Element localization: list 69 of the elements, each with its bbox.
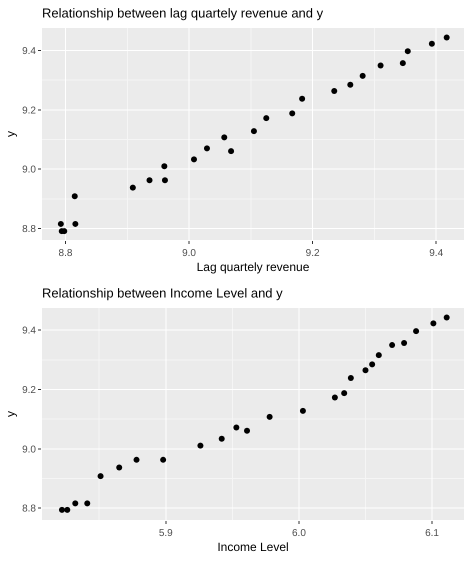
point [98, 473, 104, 480]
y-tick-label: 8.8 [22, 504, 36, 515]
x-tick-label: 5.9 [158, 528, 174, 539]
point [218, 436, 225, 442]
y-tick-label: 9.0 [22, 164, 36, 176]
point [400, 60, 406, 66]
point [134, 456, 140, 463]
point [341, 390, 348, 396]
point [369, 361, 376, 368]
point [263, 115, 270, 122]
x-tick-label: 9.2 [306, 248, 320, 259]
point [332, 394, 338, 401]
point [162, 177, 168, 184]
point [197, 442, 204, 449]
point [250, 128, 257, 134]
point [64, 506, 70, 513]
point [72, 220, 78, 227]
point [161, 163, 168, 170]
point [401, 340, 408, 346]
y-tick-label: 9.4 [22, 46, 36, 57]
y-tick-label: 9.0 [22, 444, 36, 456]
point [204, 145, 210, 152]
point [233, 424, 240, 430]
y-tick-label: 8.8 [22, 224, 36, 236]
point [376, 352, 382, 358]
x-tick-label: 9.4 [429, 248, 444, 259]
chart-title: Relationship between lag quartely revenue and y [42, 6, 324, 20]
x-tick-label: 9.0 [182, 248, 196, 259]
x-tick-label: 8.8 [58, 248, 73, 259]
point [300, 408, 306, 414]
point [444, 34, 450, 41]
x-axis-title: Lag quartely revenue [196, 260, 310, 274]
x-tick-label: 6.1 [425, 528, 440, 539]
chart-title: Relationship between Income Level and y [42, 286, 284, 300]
point [289, 110, 296, 116]
point [266, 414, 273, 420]
y-axis-title: y [3, 131, 18, 137]
point [130, 184, 136, 191]
point [221, 134, 228, 140]
point [160, 456, 166, 463]
point [378, 62, 384, 68]
point [348, 374, 354, 381]
point [190, 156, 197, 162]
point [389, 342, 396, 348]
x-tick-label: 6.0 [292, 528, 306, 539]
y-tick-label: 9.4 [22, 326, 36, 337]
point [428, 40, 435, 47]
point [444, 314, 450, 320]
point [244, 428, 250, 434]
point [58, 506, 65, 513]
point [146, 177, 153, 184]
point [347, 82, 354, 88]
point [331, 88, 338, 94]
point [362, 367, 368, 374]
point [413, 328, 420, 334]
point [228, 148, 234, 154]
point [360, 72, 366, 79]
point [116, 464, 122, 471]
point [72, 193, 78, 200]
y-axis-title: y [3, 411, 18, 417]
point [72, 500, 78, 506]
y-tick-label: 9.2 [22, 385, 36, 396]
point [84, 500, 90, 506]
x-axis-title: Income Level [217, 540, 289, 554]
point [430, 320, 436, 326]
point [299, 96, 306, 102]
point [404, 48, 411, 54]
y-tick-label: 9.2 [22, 105, 36, 116]
point [58, 220, 64, 227]
